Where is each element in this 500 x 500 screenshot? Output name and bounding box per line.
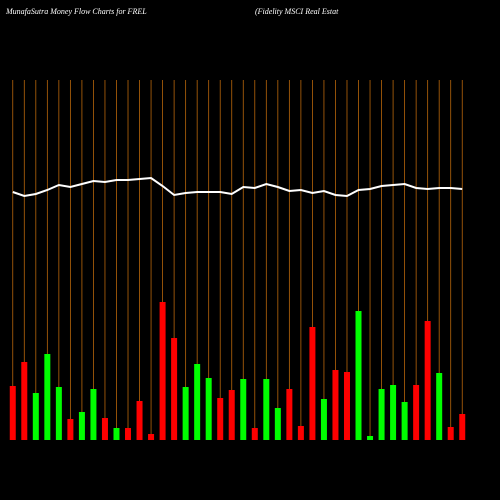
bar [297, 426, 304, 440]
bar [228, 390, 235, 440]
bar [251, 428, 258, 440]
chart-title: MunafaSutra Money Flow Charts for FREL [5, 7, 147, 16]
bar [148, 434, 155, 440]
bar [240, 379, 247, 440]
bar [44, 354, 51, 440]
bar [355, 311, 362, 440]
bar [113, 428, 120, 440]
bar [171, 338, 178, 440]
bar [136, 401, 143, 440]
bar [194, 364, 201, 440]
bar [55, 387, 62, 440]
bar [125, 428, 132, 440]
bar [182, 387, 189, 440]
bar [447, 427, 454, 440]
bar [343, 372, 350, 440]
bar [32, 393, 39, 440]
bar [90, 389, 97, 440]
bar [390, 385, 397, 440]
bar [274, 408, 281, 440]
bar [159, 302, 166, 440]
bar [332, 370, 339, 440]
chart-subtitle: (Fidelity MSCI Real Estat [255, 7, 339, 16]
bar [413, 385, 420, 440]
bar [263, 379, 270, 440]
bar [320, 399, 327, 440]
bar [424, 321, 431, 440]
bar [436, 373, 443, 440]
bar [367, 436, 374, 440]
money-flow-line [12, 176, 463, 198]
bar [9, 386, 16, 440]
bar [101, 418, 108, 440]
bar [309, 327, 316, 440]
bar [217, 398, 224, 440]
bar [205, 378, 212, 440]
bar [21, 362, 28, 440]
bar [401, 402, 408, 440]
bar [286, 389, 293, 440]
bar [67, 419, 74, 440]
bar [459, 414, 466, 440]
bar [378, 389, 385, 440]
bar [78, 412, 85, 440]
